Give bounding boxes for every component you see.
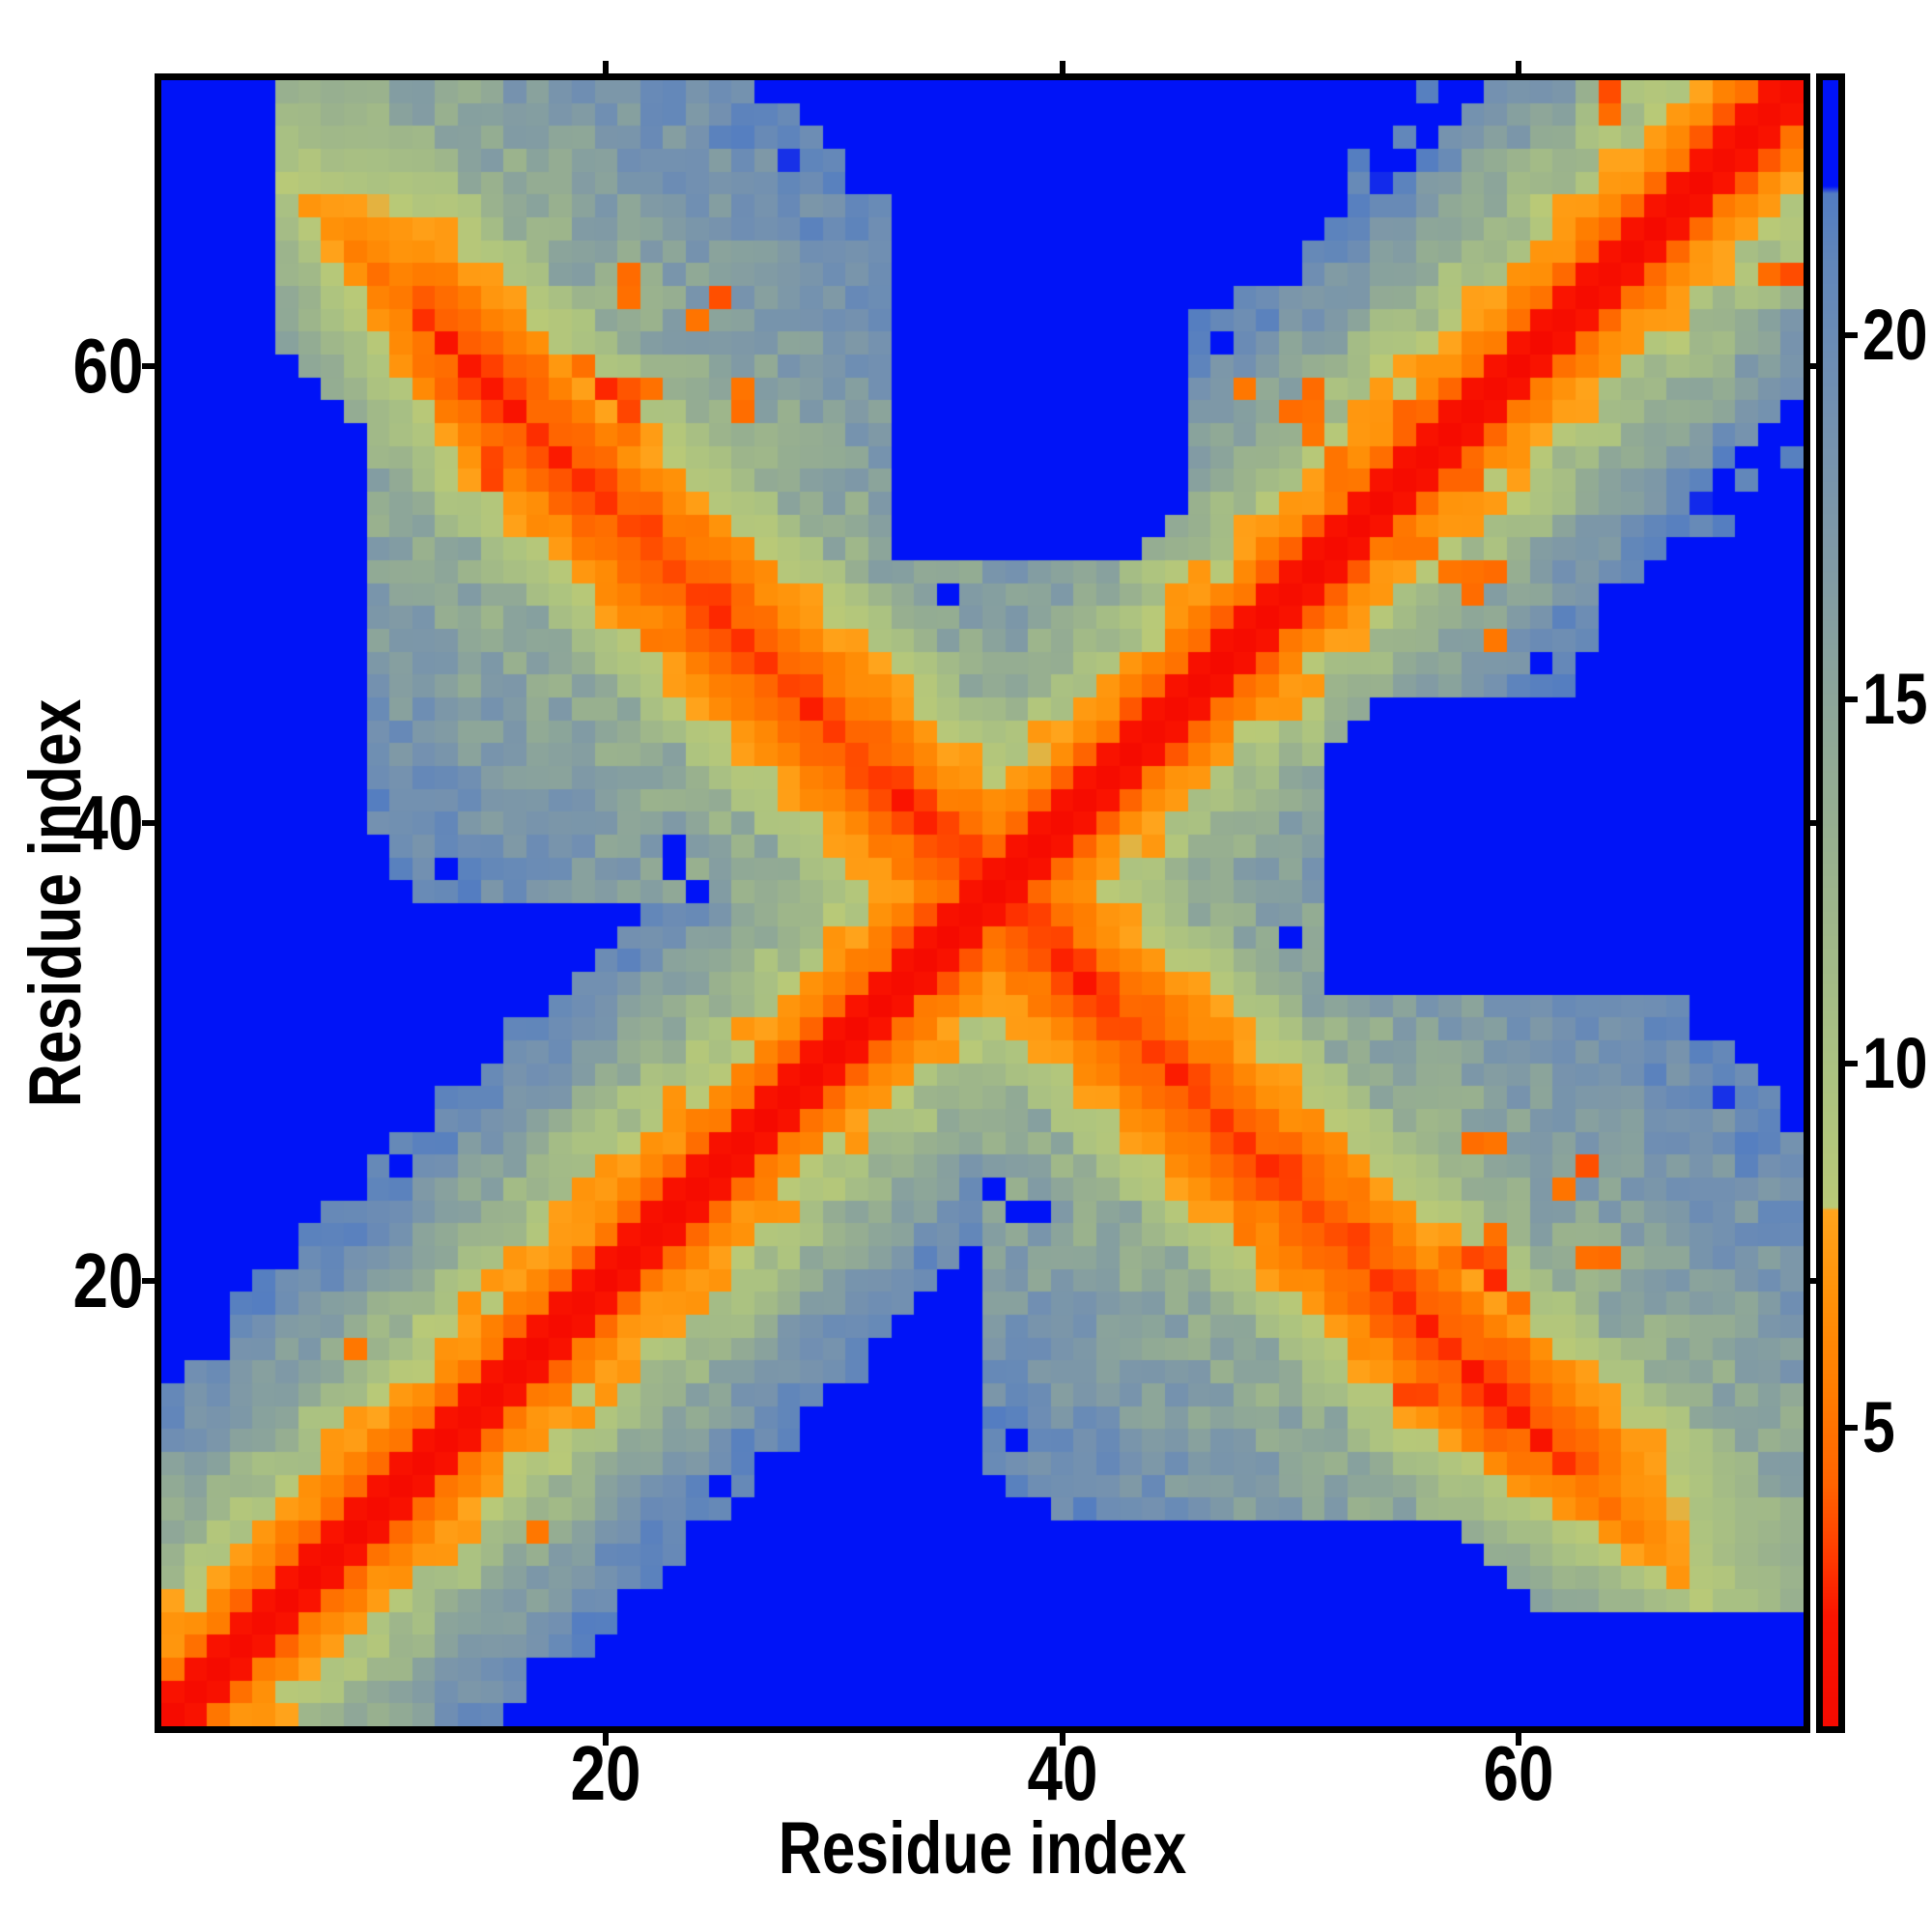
y-axis-tick-right	[1810, 820, 1823, 827]
x-axis-tick-top	[1059, 61, 1065, 73]
colorbar-tick-label: 20	[1862, 294, 1928, 375]
x-axis-tick-top	[603, 61, 610, 73]
y-axis-tick-label: 60	[72, 322, 144, 409]
heatmap-canvas	[161, 80, 1804, 1726]
colorbar-tick	[1845, 696, 1858, 702]
colorbar-tick-label: 5	[1862, 1386, 1895, 1467]
colorbar-tick	[1845, 1424, 1858, 1431]
y-axis-title: Residue index	[14, 698, 97, 1108]
x-axis-tick	[603, 1733, 610, 1746]
y-axis-tick	[142, 820, 155, 827]
x-axis-tick	[1515, 1733, 1521, 1746]
y-axis-tick-right	[1810, 362, 1823, 369]
colorbar-tick-label: 15	[1862, 658, 1928, 739]
x-axis-tick-label: 60	[1483, 1730, 1554, 1816]
y-axis-tick	[142, 1277, 155, 1284]
colorbar-tick	[1845, 331, 1858, 338]
colorbar-tick	[1845, 1060, 1858, 1066]
x-axis-tick-top	[1515, 61, 1521, 73]
colorbar-tick-label: 10	[1862, 1022, 1928, 1103]
x-axis-tick-label: 40	[1027, 1730, 1098, 1816]
y-axis-tick-right	[1810, 1277, 1823, 1284]
x-axis-tick	[1059, 1733, 1065, 1746]
x-axis-tick-label: 20	[570, 1730, 641, 1816]
y-axis-tick-label: 20	[72, 1236, 144, 1323]
y-axis-tick	[142, 362, 155, 369]
y-axis-tick-label: 40	[72, 780, 144, 867]
colorbar-canvas	[1823, 80, 1838, 1726]
x-axis-title: Residue index	[778, 1807, 1187, 1889]
